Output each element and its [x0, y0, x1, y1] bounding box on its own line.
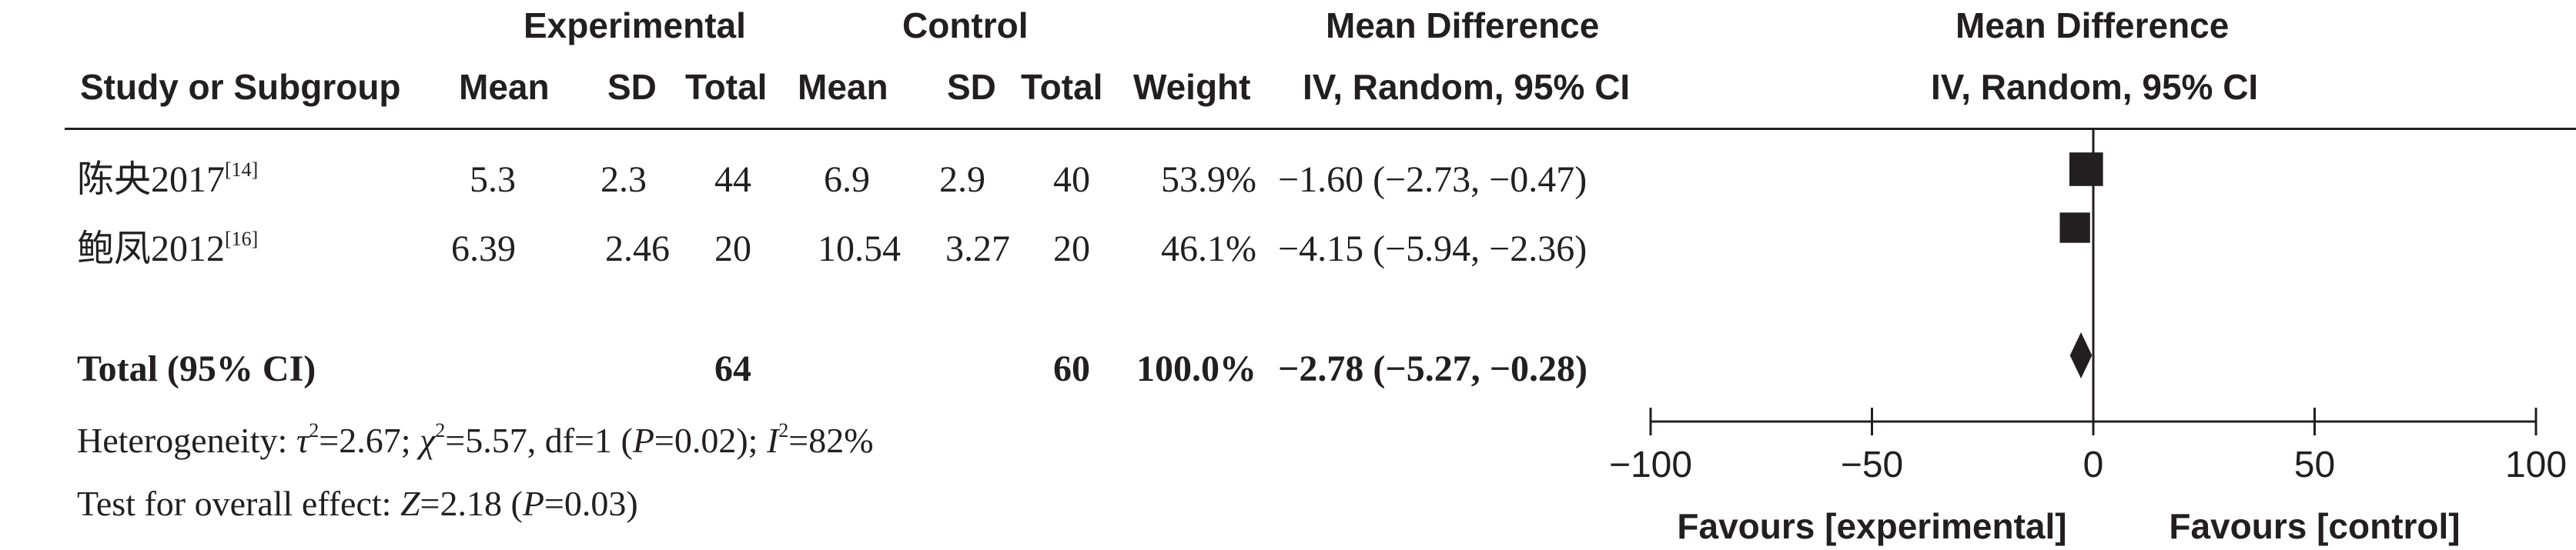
total-label: Total (95% CI) [77, 348, 316, 389]
x-axis-tick-label: 100 [2505, 445, 2567, 485]
experimental-group-header: Experimental [524, 5, 746, 45]
study-mean-control: 10.54 [818, 228, 901, 269]
tau-value: =2.67; [319, 421, 420, 460]
mean-difference-header-left: Mean Difference [1326, 5, 1600, 45]
x-axis-tick-label: 0 [2083, 445, 2104, 485]
overall-p-value: =0.03) [544, 484, 638, 523]
study-sd-control: 2.9 [939, 159, 985, 200]
i-superscript: 2 [778, 419, 789, 442]
header-rule [65, 128, 2576, 130]
z-value: =2.18 ( [420, 484, 523, 523]
study-total-control: 40 [1053, 159, 1090, 200]
study-name-text: 陈央2017 [77, 159, 226, 200]
control-group-header: Control [902, 5, 1029, 45]
study-name: 鲍凤2012[16] [77, 228, 259, 269]
study-reference: [14] [225, 158, 259, 181]
study-ci-text: −4.15 (−5.94, −2.36) [1278, 228, 1587, 269]
total-weight: 100.0% [1136, 348, 1256, 389]
method-header-left: IV, Random, 95% CI [1303, 67, 1631, 107]
mean-experimental-header: Mean [459, 67, 550, 107]
i-symbol: I [766, 421, 779, 460]
total-ci-text: −2.78 (−5.27, −0.28) [1278, 348, 1588, 389]
heterogeneity-prefix: Heterogeneity: [77, 421, 296, 460]
favours-experimental-label: Favours [experimental] [1677, 506, 2066, 546]
study-point-square [2069, 152, 2103, 186]
overall-prefix: Test for overall effect: [77, 484, 400, 523]
study-total-control: 20 [1053, 228, 1090, 269]
chi-symbol: χ [420, 421, 436, 460]
overall-effect-statement: Test for overall effect: Z=2.18 (P=0.03) [77, 486, 638, 522]
i-value: =82% [788, 421, 874, 460]
study-sd-control: 3.27 [945, 228, 1010, 269]
study-mean-experimental: 6.39 [451, 228, 516, 269]
sd-control-header: SD [947, 67, 996, 107]
study-ci-text: −1.60 (−2.73, −0.47) [1278, 159, 1587, 200]
study-weight: 46.1% [1161, 228, 1256, 269]
study-total-experimental: 44 [714, 159, 751, 200]
study-point-square [2059, 212, 2090, 243]
tau-superscript: 2 [309, 419, 319, 442]
tau-symbol: τ [296, 421, 309, 460]
mean-difference-header-right: Mean Difference [1955, 5, 2230, 45]
method-header-right: IV, Random, 95% CI [1931, 67, 2259, 107]
study-name-text: 鲍凤2012 [77, 228, 226, 269]
x-axis-tick-label: 50 [2294, 445, 2335, 485]
z-symbol: Z [400, 484, 420, 523]
heterogeneity-statement: Heterogeneity: τ2=2.67; χ2=5.57, df=1 (P… [77, 421, 874, 460]
chi-superscript: 2 [435, 419, 446, 442]
x-axis-tick-label: −50 [1841, 445, 1903, 485]
study-mean-control: 6.9 [824, 159, 870, 200]
chi-value: =5.57, df=1 ( [445, 421, 633, 460]
x-axis-tick-label: −100 [1609, 445, 1692, 485]
study-sd-experimental: 2.46 [605, 228, 670, 269]
overall-p-symbol: P [522, 484, 544, 523]
study-weight: 53.9% [1161, 159, 1256, 200]
study-sd-experimental: 2.3 [601, 159, 647, 200]
total-experimental: 64 [714, 348, 751, 389]
total-control-header: Total [1021, 67, 1103, 107]
study-name: 陈央2017[14] [77, 159, 258, 200]
weight-header: Weight [1133, 67, 1251, 107]
study-reference: [16] [225, 228, 259, 250]
mean-control-header: Mean [798, 67, 888, 107]
total-experimental-header: Total [685, 67, 768, 107]
study-or-subgroup-header: Study or Subgroup [80, 67, 401, 107]
sd-experimental-header: SD [607, 67, 657, 107]
favours-control-label: Favours [control] [2169, 506, 2460, 546]
pooled-estimate-diamond [2069, 332, 2093, 378]
p-symbol: P [632, 421, 654, 460]
study-total-experimental: 20 [714, 228, 751, 269]
study-mean-experimental: 5.3 [470, 159, 516, 200]
p-value: =0.02); [654, 421, 767, 460]
total-control: 60 [1053, 348, 1090, 389]
